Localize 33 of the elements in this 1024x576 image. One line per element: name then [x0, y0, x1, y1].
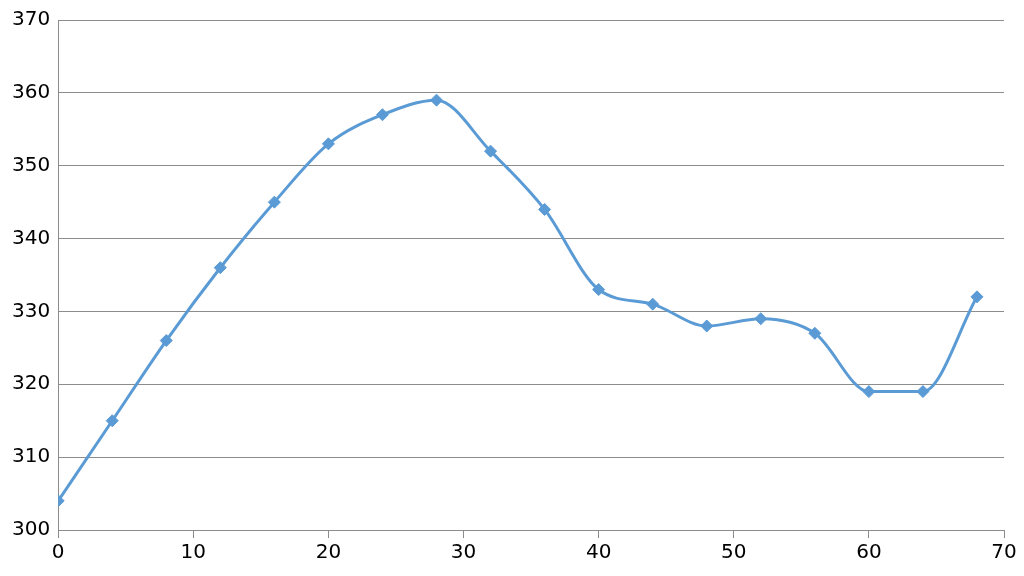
y-tick-label: 340 [11, 224, 51, 249]
point [213, 261, 227, 275]
point [321, 137, 335, 151]
y-tick-label: 300 [11, 516, 51, 541]
point [267, 195, 281, 209]
x-tick-label: 70 [991, 539, 1017, 564]
point [754, 312, 768, 326]
y-tick-label: 360 [11, 79, 51, 104]
point [916, 385, 930, 399]
point [808, 326, 822, 340]
point [700, 319, 714, 333]
point [646, 297, 660, 311]
x-tick-label: 50 [721, 539, 747, 564]
y-tick-label: 320 [11, 370, 51, 395]
x-tick-label: 20 [315, 539, 342, 564]
point [592, 283, 606, 297]
y-tick-label: 370 [11, 6, 51, 31]
point [862, 385, 876, 399]
point [105, 414, 119, 428]
point [159, 334, 173, 348]
point [538, 202, 552, 216]
x-tick-label: 40 [585, 539, 612, 564]
point [375, 108, 389, 122]
y-tick-label: 350 [11, 151, 51, 176]
y-tick-label: 310 [11, 443, 51, 468]
point [484, 144, 498, 158]
x-tick-label: 0 [51, 539, 65, 564]
x-tick-label: 30 [450, 539, 477, 564]
y-tick-label: 330 [11, 297, 51, 322]
x-tick-label: 60 [856, 539, 882, 564]
point [970, 290, 984, 304]
point [430, 93, 443, 107]
x-tick-label: 10 [180, 539, 207, 564]
